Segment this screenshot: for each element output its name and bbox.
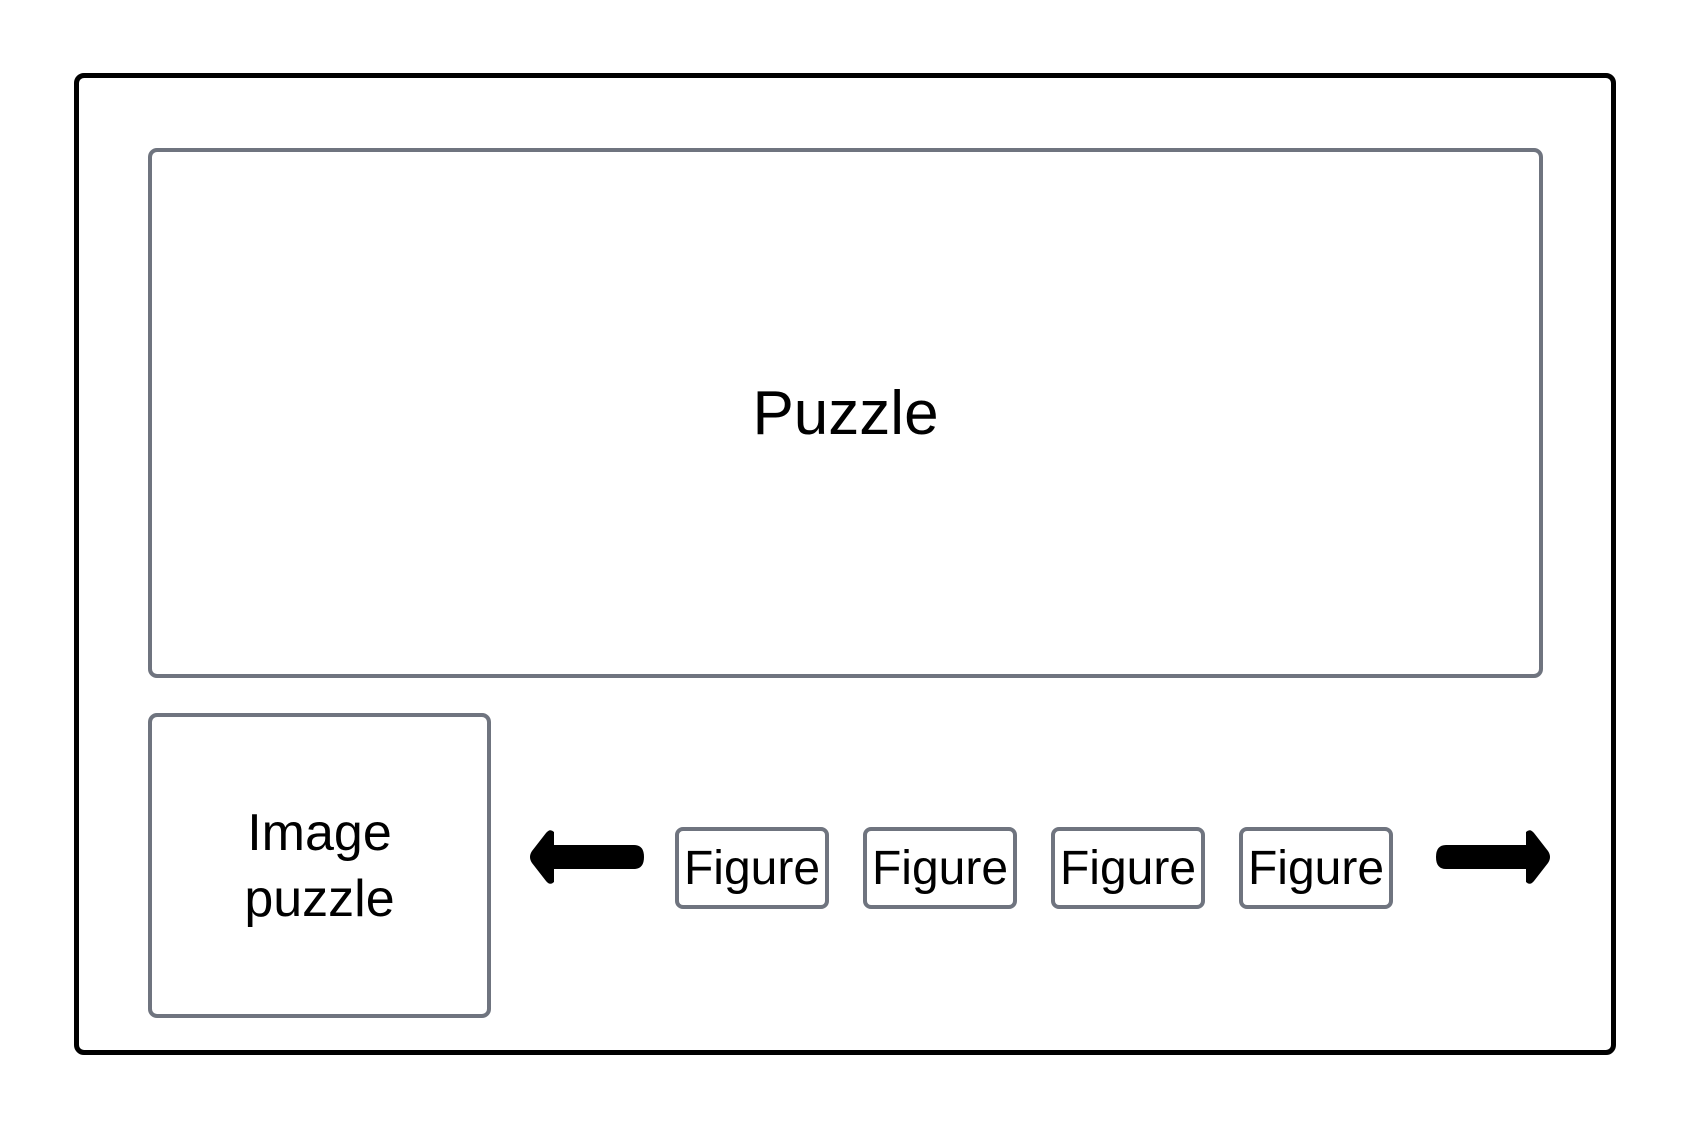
figure-card-1[interactable]: Figure bbox=[675, 827, 829, 909]
image-puzzle-preview[interactable]: Image puzzle bbox=[148, 713, 491, 1018]
puzzle-area[interactable]: Puzzle bbox=[148, 148, 1543, 678]
figure-label: Figure bbox=[871, 841, 1009, 895]
figure-card-3[interactable]: Figure bbox=[1051, 827, 1205, 909]
figure-label: Figure bbox=[683, 841, 821, 895]
left-arrow-icon[interactable] bbox=[526, 825, 652, 889]
figure-label: Figure bbox=[1247, 841, 1385, 895]
right-arrow-icon[interactable] bbox=[1428, 825, 1554, 889]
figure-card-4[interactable]: Figure bbox=[1239, 827, 1393, 909]
puzzle-label: Puzzle bbox=[752, 378, 939, 448]
image-puzzle-label: Image puzzle bbox=[244, 803, 395, 928]
figure-label: Figure bbox=[1059, 841, 1197, 895]
outer-frame bbox=[74, 73, 1616, 1055]
figure-card-2[interactable]: Figure bbox=[863, 827, 1017, 909]
